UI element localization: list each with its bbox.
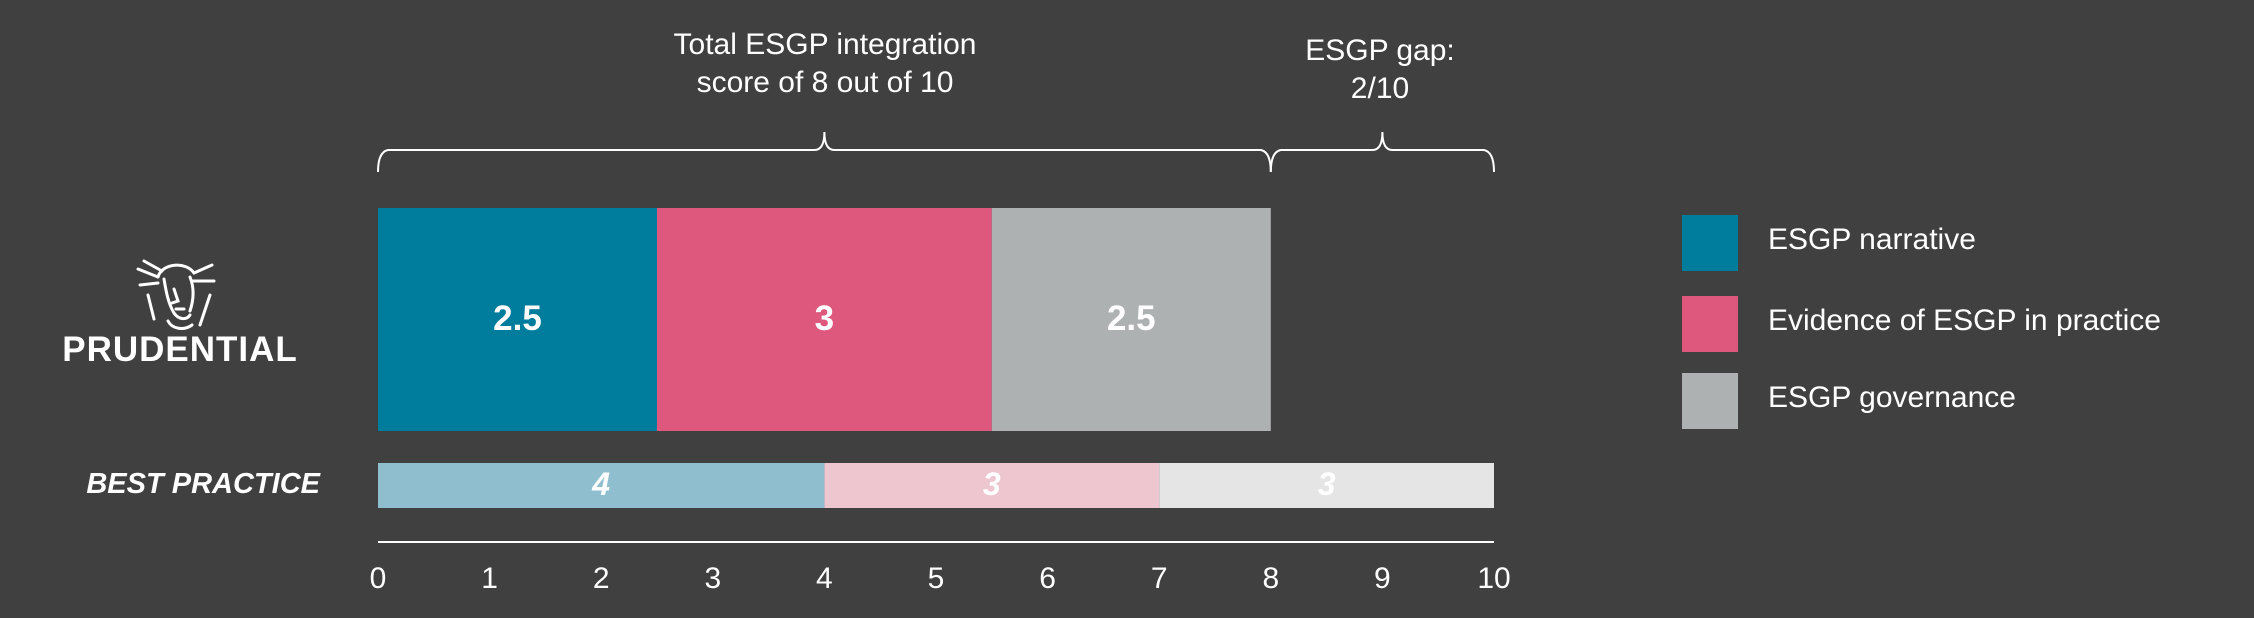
x-tick-label: 9 bbox=[1374, 562, 1391, 595]
gap-brace bbox=[1269, 131, 1495, 173]
x-tick-label: 1 bbox=[481, 562, 498, 595]
x-tick-label: 7 bbox=[1150, 562, 1168, 595]
x-tick-label: 0 bbox=[369, 562, 387, 595]
bar-value-label: 4 bbox=[592, 466, 611, 503]
legend-label: Evidence of ESGP in practice bbox=[1768, 304, 2161, 337]
bar-value-label: 3 bbox=[814, 298, 835, 338]
bar-prudential-3 bbox=[991, 208, 1271, 431]
brand-name: PRUDENTIAL bbox=[62, 330, 298, 369]
bar-value-label: 3 bbox=[1317, 466, 1336, 503]
bar-best-practice-2 bbox=[824, 463, 1160, 508]
bar-value-label: 2.5 bbox=[493, 298, 542, 338]
total-score-brace bbox=[377, 131, 1272, 173]
x-tick-label: 4 bbox=[816, 562, 833, 595]
x-tick-label: 8 bbox=[1262, 562, 1280, 595]
x-tick-label: 5 bbox=[927, 562, 945, 595]
bar-value-label: 2.5 bbox=[1106, 298, 1156, 338]
legend-swatch bbox=[1682, 373, 1738, 429]
total-score-annotation: Total ESGP integration score of 8 out of… bbox=[673, 28, 977, 99]
bar-prudential-1 bbox=[378, 208, 657, 431]
legend-swatch bbox=[1682, 215, 1738, 271]
legend-label: ESGP narrative bbox=[1768, 223, 1976, 256]
x-tick-label: 6 bbox=[1039, 562, 1056, 595]
best-practice-label: BEST PRACTICE bbox=[86, 468, 320, 500]
x-tick-label: 10 bbox=[1477, 562, 1511, 595]
bar-best-practice-1 bbox=[378, 463, 825, 508]
bar-best-practice-3 bbox=[1159, 463, 1494, 508]
bar-value-label: 3 bbox=[982, 466, 1001, 503]
prudence-head-icon bbox=[128, 255, 224, 337]
gap-annotation: ESGP gap: 2/10 bbox=[1305, 34, 1455, 105]
x-tick-label: 2 bbox=[592, 562, 610, 595]
x-tick-label: 3 bbox=[704, 562, 722, 595]
bar-prudential-2 bbox=[657, 208, 992, 431]
legend-label: ESGP governance bbox=[1768, 381, 2016, 414]
legend-swatch bbox=[1682, 296, 1738, 352]
